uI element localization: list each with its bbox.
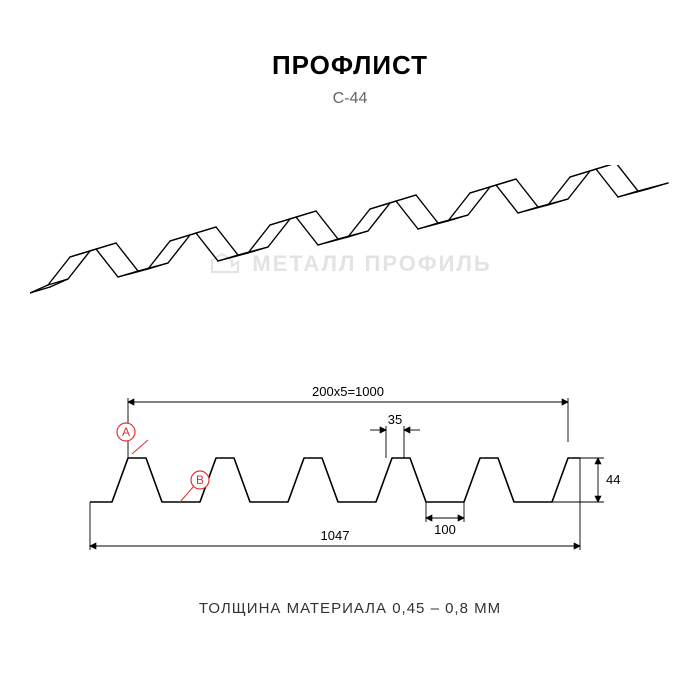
page-title: ПРОФЛИСТ bbox=[0, 50, 700, 81]
dim-pitch: 200x5=1000 bbox=[312, 384, 384, 399]
dim-overall: 1047 bbox=[321, 528, 350, 543]
dim-height: 44 bbox=[606, 472, 620, 487]
thickness-note: ТОЛЩИНА МАТЕРИАЛА 0,45 – 0,8 ММ bbox=[0, 600, 700, 617]
page: ПРОФЛИСТ С-44 МЕТАЛЛ ПРОФИЛЬ bbox=[0, 0, 700, 700]
dim-bottom-flat: 100 bbox=[434, 522, 456, 537]
isometric-view bbox=[30, 165, 670, 325]
marker-a-label: A bbox=[122, 425, 130, 439]
dim-top-flat: 35 bbox=[388, 412, 402, 427]
model-code: С-44 bbox=[0, 90, 700, 108]
marker-b-label: B bbox=[196, 473, 204, 487]
section-view: 200x5=1000 35 100 44 1047 A B bbox=[70, 380, 630, 560]
